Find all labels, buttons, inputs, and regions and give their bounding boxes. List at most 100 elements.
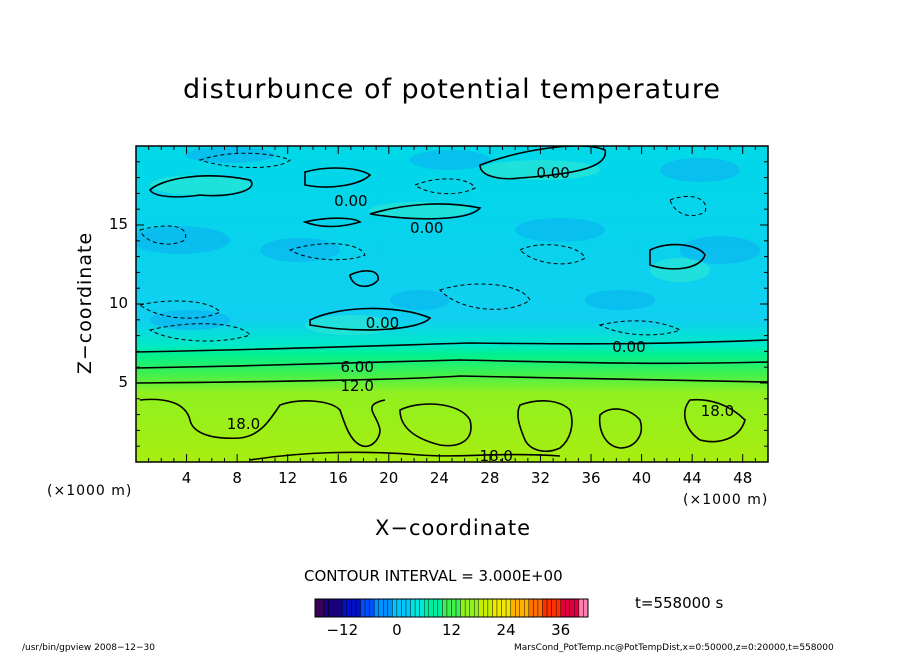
colorbar-cell — [574, 598, 580, 618]
contour-lines-dashed — [138, 152, 707, 342]
colorbar-cell — [364, 598, 370, 618]
y-tick-label: 5 — [118, 373, 129, 391]
colorbar-cell — [387, 598, 393, 618]
colorbar-cell — [537, 598, 543, 618]
colorbar-cell — [355, 598, 361, 618]
contour-interval-label: CONTOUR INTERVAL = 3.000E+00 — [304, 567, 563, 585]
x-tick-label: 44 — [682, 469, 702, 487]
x-tick-label: 8 — [232, 469, 242, 487]
colorbar-cell — [524, 598, 530, 618]
contour-lines — [136, 146, 768, 461]
colorbar-cell — [478, 598, 484, 618]
contour-label: 18.0 — [700, 402, 735, 421]
colorbar-cell — [314, 598, 320, 618]
contour-label: 0.00 — [410, 219, 444, 238]
colorbar-cell — [487, 598, 493, 618]
y-axis-label: Z−coordinate — [74, 231, 96, 375]
colorbar-cell — [546, 598, 552, 618]
colorbar-cell — [405, 598, 411, 618]
colorbar-cell — [360, 598, 366, 618]
x-tick-label: 4 — [181, 469, 192, 487]
colorbar-cell — [373, 598, 379, 618]
contour-label: 6.00 — [340, 358, 374, 377]
colorbar-cell — [437, 598, 443, 618]
colorbar-cell — [551, 598, 557, 618]
colorbar-cell — [319, 598, 325, 618]
colorbar-cell — [555, 598, 561, 618]
colorbar-cell — [460, 598, 466, 618]
contour-label: 0.00 — [536, 163, 570, 182]
x-tick-label: 24 — [429, 469, 449, 487]
x-axis-label: X−coordinate — [375, 516, 531, 540]
colorbar-cell — [446, 598, 452, 618]
colorbar-cell — [414, 598, 420, 618]
colorbar-cell — [496, 598, 502, 618]
colorbar-tick-label: −12 — [326, 621, 359, 639]
field-background — [136, 146, 768, 462]
colorbar-cell — [528, 598, 534, 618]
colorbar-cell — [424, 598, 429, 618]
colorbar-cell — [492, 598, 498, 618]
colorbar-cell — [351, 598, 357, 618]
contour-label: 0.00 — [365, 313, 400, 332]
x-tick-label: 16 — [328, 469, 348, 487]
colorbar — [314, 598, 589, 618]
colorbar-cell — [578, 598, 584, 618]
footer-left: /usr/bin/gpview 2008−12−30 — [22, 643, 156, 653]
colorbar-frame — [314, 598, 589, 618]
colorbar-cell — [333, 598, 338, 618]
colorbar-tick-label: 24 — [496, 621, 516, 639]
colorbar-cell — [442, 598, 448, 618]
colorbar-cell — [433, 598, 439, 618]
heatmap-field — [136, 146, 768, 462]
colorbar-cell — [323, 598, 329, 618]
colorbar-cell — [515, 598, 520, 618]
colorbar-cell — [569, 598, 575, 618]
colorbar-tick-label: 12 — [441, 621, 462, 639]
colorbar-cell — [378, 598, 384, 618]
x-tick-label: 28 — [480, 469, 500, 487]
time-label: t=558000 s — [635, 594, 724, 612]
colorbar-cell — [401, 598, 407, 618]
colorbar-cell — [337, 598, 343, 618]
colorbar-cell — [451, 598, 457, 618]
colorbar-cell — [464, 598, 470, 618]
colorbar-cell — [383, 598, 389, 618]
colorbar-cell — [542, 598, 548, 618]
contour-label: 12.0 — [340, 377, 374, 396]
x-tick-label: 48 — [733, 469, 753, 487]
x-axis-unit-left: (×1000 m) — [47, 483, 133, 499]
y-tick-label: 10 — [109, 294, 129, 312]
colorbar-cell — [510, 598, 516, 618]
x-tick-label: 20 — [379, 469, 399, 487]
colorbar-cell — [455, 598, 461, 618]
x-tick-label: 40 — [632, 469, 652, 487]
colorbar-tick-label: 36 — [551, 621, 571, 639]
contour-label: 18.0 — [479, 446, 513, 465]
colorbar-tick-label: 0 — [392, 621, 402, 639]
colorbar-cell — [346, 598, 352, 618]
x-tick-label: 12 — [278, 469, 298, 487]
contour-label: 0.00 — [612, 337, 646, 356]
colorbar-cell — [428, 598, 434, 618]
x-tick-label: 32 — [530, 469, 551, 487]
colorbar-cell — [519, 598, 525, 618]
colorbar-cell — [483, 598, 489, 618]
field-patches — [136, 147, 760, 330]
x-tick-label: 36 — [581, 469, 601, 487]
colorbar-cell — [505, 598, 511, 618]
colorbar-cell — [560, 598, 566, 618]
contour-label: 0.00 — [334, 192, 368, 211]
colorbar-cell — [410, 598, 416, 618]
chart-title: disturbunce of potential temperature — [183, 74, 721, 105]
colorbar-cell — [396, 598, 402, 618]
colorbar-cell — [533, 598, 539, 618]
colorbar-cell — [474, 598, 480, 618]
colorbar-cell — [565, 598, 571, 618]
colorbar-cell — [583, 598, 589, 618]
y-tick-marks — [136, 161, 768, 447]
colorbar-cell — [328, 598, 334, 618]
colorbar-cell — [419, 598, 425, 618]
colorbar-cell — [469, 598, 475, 618]
